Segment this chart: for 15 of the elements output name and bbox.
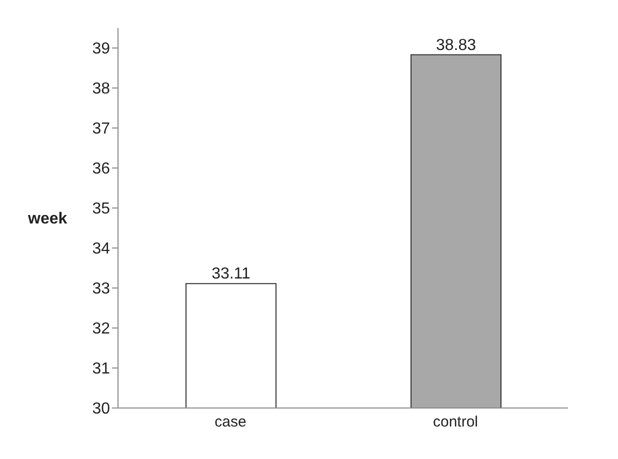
y-tick-label: 32 bbox=[92, 320, 110, 338]
x-tick-label: control bbox=[432, 414, 478, 431]
y-tick-label: 39 bbox=[92, 40, 110, 58]
y-tick-label: 30 bbox=[92, 400, 110, 418]
data-label: 33.11 bbox=[212, 266, 251, 283]
x-tick-label: case bbox=[214, 414, 246, 431]
y-axis-title: week bbox=[27, 210, 68, 228]
y-tick-label: 31 bbox=[92, 360, 110, 378]
y-tick-label: 33 bbox=[92, 280, 110, 298]
y-tick-label: 34 bbox=[92, 240, 110, 258]
y-tick-label: 37 bbox=[92, 120, 110, 138]
data-label: 38.83 bbox=[436, 36, 476, 54]
y-tick-label: 35 bbox=[92, 200, 110, 218]
y-tick-label: 38 bbox=[92, 80, 110, 98]
y-tick-label: 36 bbox=[92, 160, 110, 178]
